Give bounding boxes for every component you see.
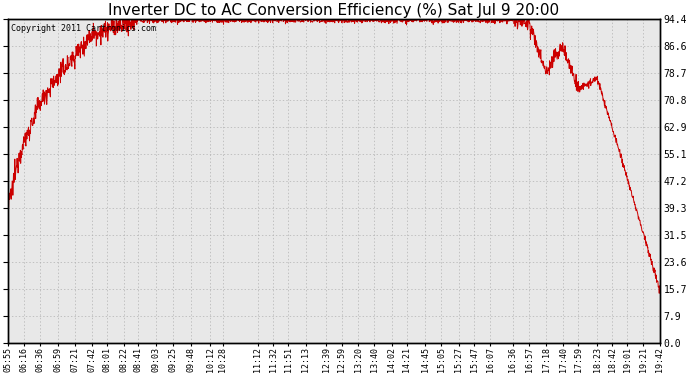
Title: Inverter DC to AC Conversion Efficiency (%) Sat Jul 9 20:00: Inverter DC to AC Conversion Efficiency … [108, 3, 559, 18]
Text: Copyright 2011 Cartronics.com: Copyright 2011 Cartronics.com [11, 24, 156, 33]
